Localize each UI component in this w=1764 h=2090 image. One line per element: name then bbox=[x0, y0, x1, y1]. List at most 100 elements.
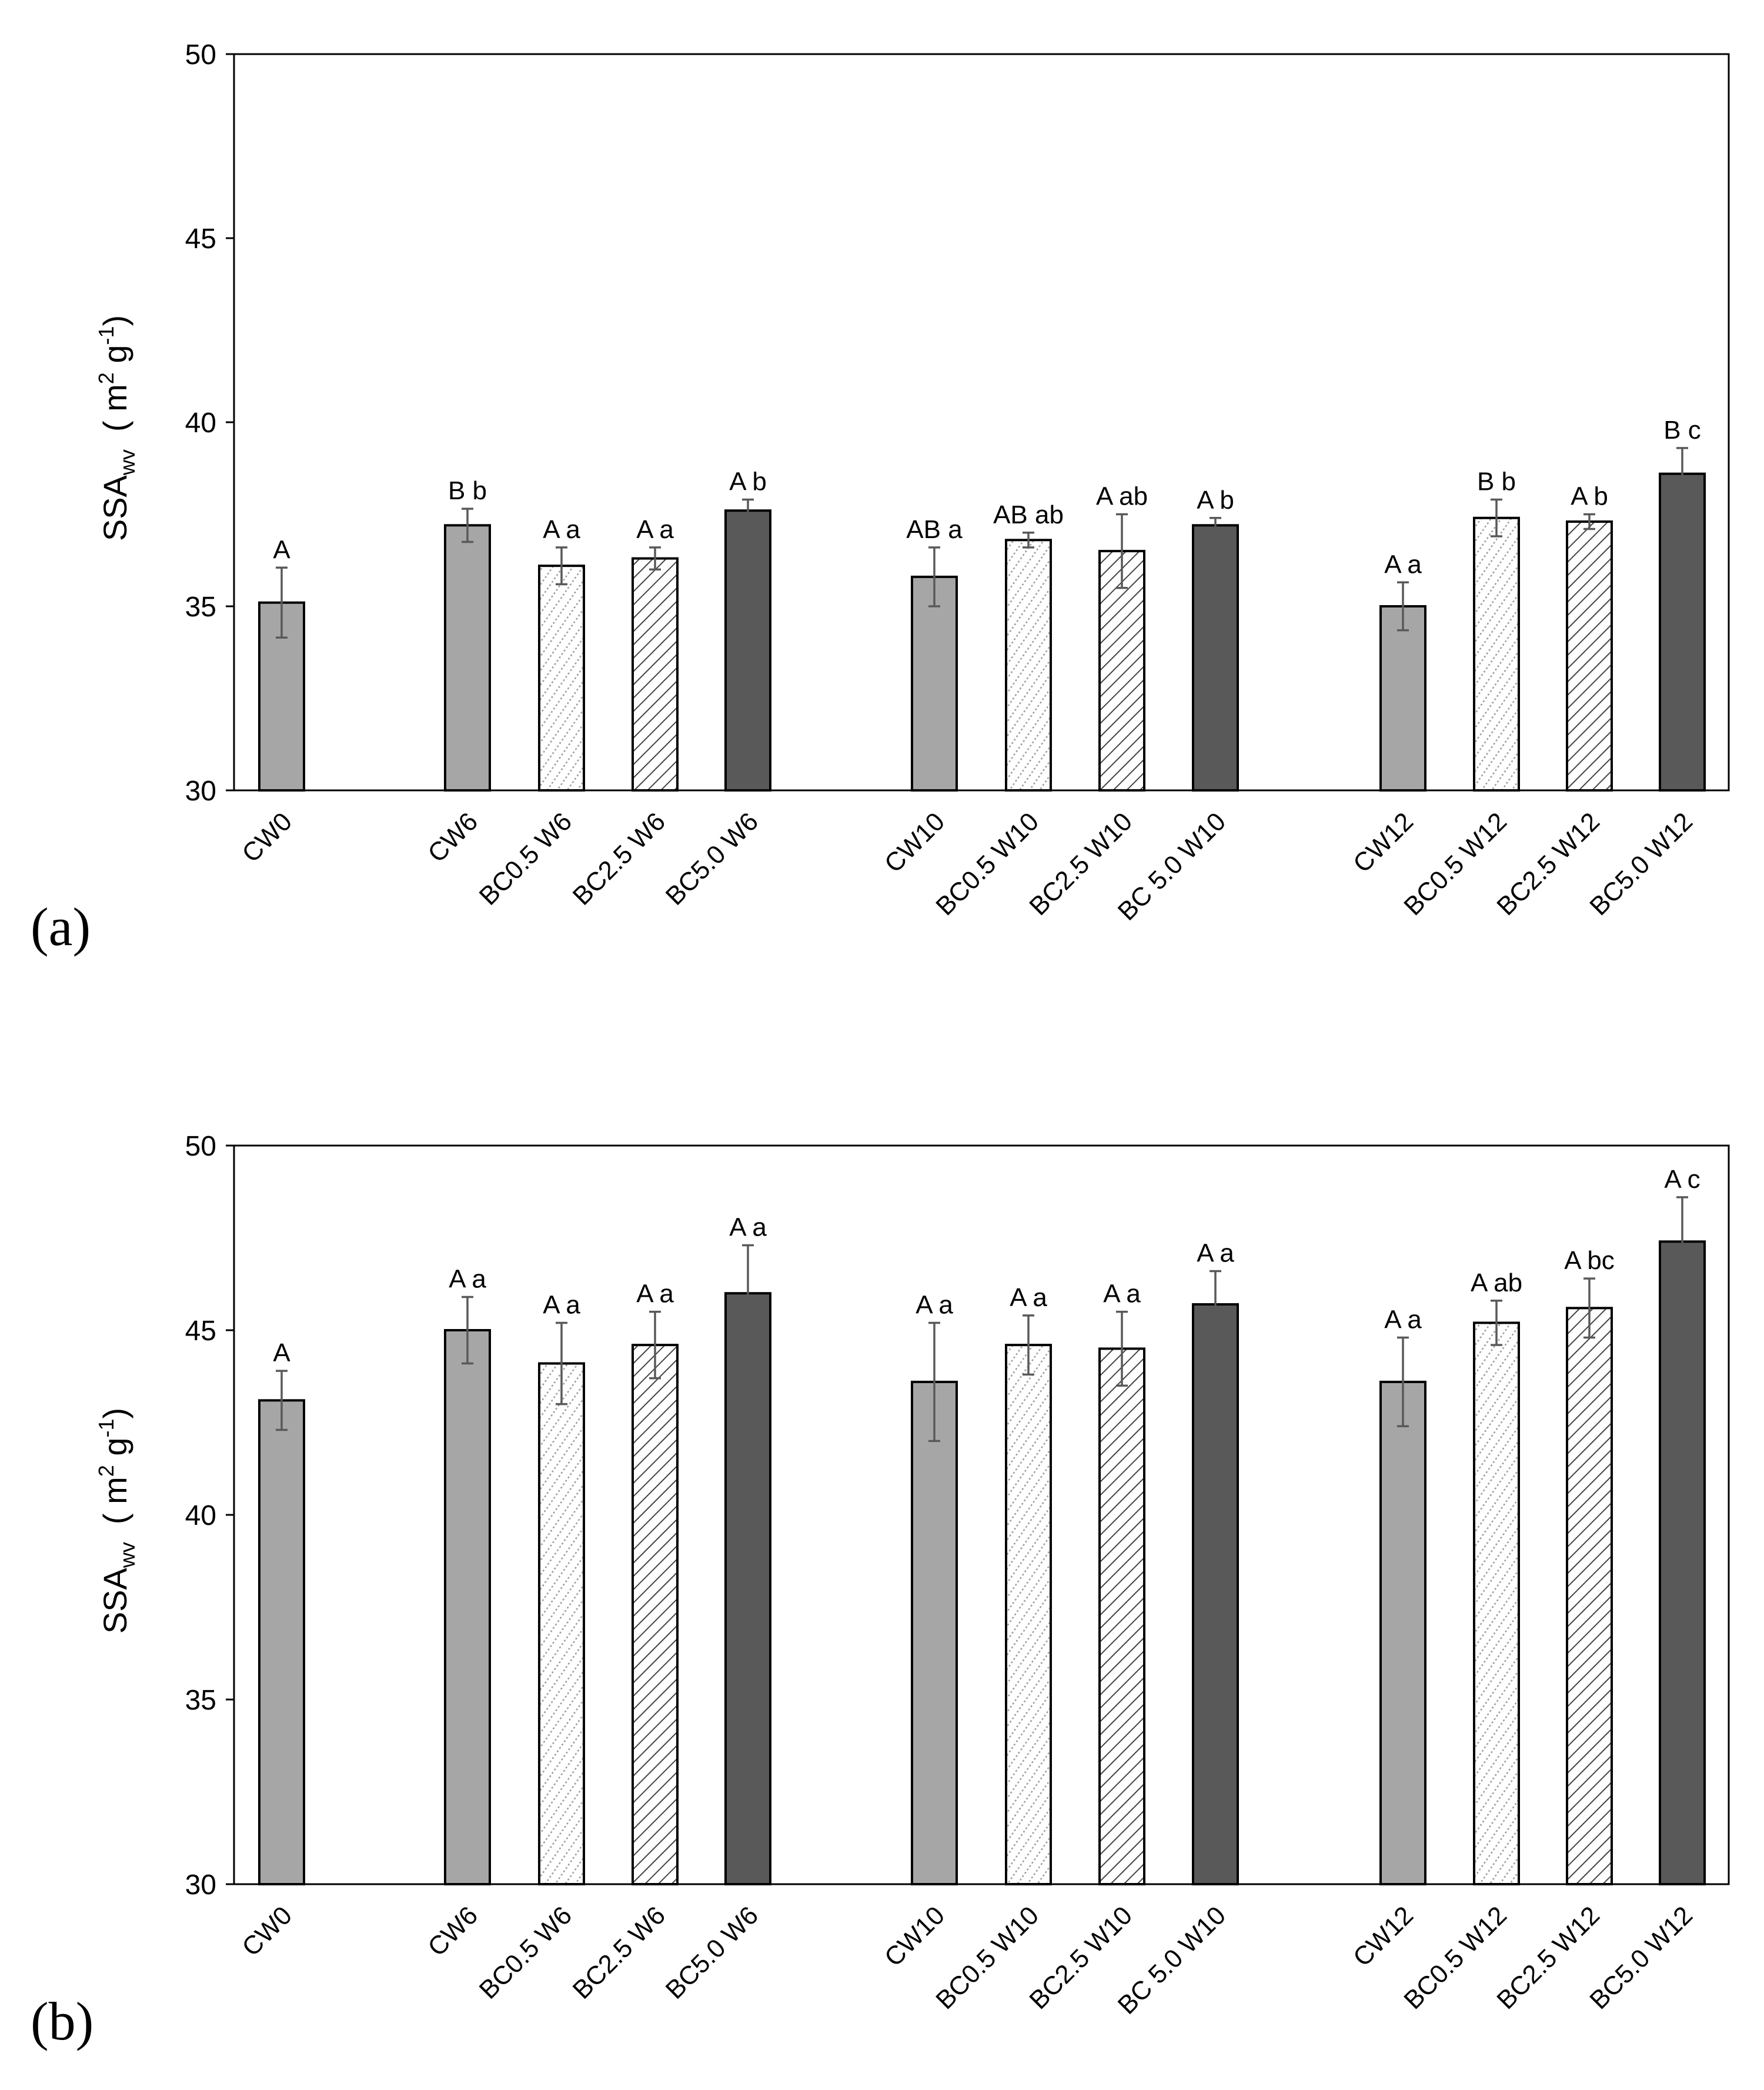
chart-a-ytick-label: 45 bbox=[185, 223, 216, 255]
chart-a-error-bar bbox=[742, 498, 754, 523]
chart-b-xtick-label: BC5.0 W6 bbox=[660, 1901, 764, 2004]
chart-b-ytick-label: 50 bbox=[185, 1131, 216, 1162]
chart-b-ytick-label: 35 bbox=[185, 1685, 216, 1716]
chart-a-letter-label: A b bbox=[1571, 482, 1608, 511]
chart-b-error-bar bbox=[556, 1321, 567, 1405]
chart-b-ytick-label: 45 bbox=[185, 1316, 216, 1347]
chart-a-error-bar bbox=[276, 566, 288, 639]
chart-b-xtick-label: CW12 bbox=[1348, 1901, 1419, 1972]
chart-b-letter-label: A a bbox=[1384, 1306, 1422, 1334]
chart-a-letter-label: A b bbox=[1197, 486, 1234, 515]
chart-b-xtick-label: CW0 bbox=[236, 1901, 298, 1962]
chart-b-error-bar bbox=[1583, 1277, 1595, 1339]
chart-b-error-bar bbox=[276, 1370, 288, 1431]
chart-a-error-bar bbox=[1583, 513, 1595, 530]
chart-a-bar bbox=[1192, 524, 1239, 792]
chart-a-ylabel: SSAwv( m2 g-1) bbox=[94, 315, 139, 541]
chart-b-bar bbox=[1379, 1380, 1426, 1885]
chart-a-letter-label: A ab bbox=[1096, 482, 1148, 511]
chart-a-ytick-label: 35 bbox=[185, 592, 216, 623]
chart-a-bar bbox=[632, 557, 679, 792]
chart-b-letter-label: A bbox=[273, 1338, 290, 1367]
chart-a-bar bbox=[1098, 550, 1145, 792]
chart-panel-a: 30 35 40 45 50 A CW0 B b CW6 A a BC0.5 W6 A a BC2.5 … bbox=[31, 39, 1730, 957]
chart-a-xtick-label: BC2.5 W6 bbox=[567, 807, 671, 910]
chart-a-bar bbox=[724, 509, 771, 792]
chart-a-error-bar bbox=[1023, 532, 1034, 549]
chart-b-letter-label: A c bbox=[1664, 1165, 1700, 1194]
chart-a-letter-label: A a bbox=[1384, 550, 1422, 579]
chart-b-letter-label: A a bbox=[729, 1213, 767, 1242]
chart-a-bar bbox=[911, 575, 958, 792]
chart-b-bar bbox=[911, 1380, 958, 1885]
chart-a-letter-label: A a bbox=[636, 515, 674, 544]
chart-a-letter-label: AB a bbox=[906, 515, 963, 544]
chart-b-letter-label: A a bbox=[636, 1280, 674, 1308]
chart-b-ytick-label: 40 bbox=[185, 1500, 216, 1531]
chart-a-xtick-label: CW12 bbox=[1348, 807, 1419, 878]
chart-a-bar bbox=[1566, 520, 1613, 792]
chart-a-letter-label: A bbox=[273, 535, 290, 564]
chart-b-error-bar bbox=[1397, 1336, 1409, 1428]
chart-panel-b: 30 35 40 45 50 A CW0 A a CW6 A a BC0.5 W6 A a BC2.5 … bbox=[31, 1131, 1730, 2051]
chart-a-bar bbox=[538, 565, 585, 792]
chart-b-ylabel: SSAwv( m2 g-1) bbox=[94, 1408, 139, 1634]
chart-b-bar bbox=[1473, 1321, 1520, 1885]
chart-a-xtick-label: BC0.5 W6 bbox=[474, 807, 577, 910]
chart-a-xtick-label: BC5.0 W6 bbox=[660, 807, 764, 910]
chart-a-letter-label: B c bbox=[1663, 416, 1701, 445]
chart-b-xtick-label: BC0.5 W6 bbox=[474, 1901, 577, 2004]
chart-a-ytick-label: 50 bbox=[185, 39, 216, 71]
chart-b-bar bbox=[258, 1399, 305, 1886]
chart-b-error-bar bbox=[742, 1244, 754, 1343]
chart-a-error-bar bbox=[649, 546, 661, 571]
chart-a-error-bar bbox=[462, 508, 473, 543]
chart-a-ytick-label: 30 bbox=[185, 776, 216, 807]
chart-b-error-bar bbox=[1676, 1196, 1688, 1287]
panel-label-a: (a) bbox=[31, 897, 91, 957]
chart-b-letter-label: A a bbox=[449, 1264, 486, 1293]
chart-a-plot: 30 35 40 45 50 A CW0 B b CW6 A a BC0.5 W6 A a BC2.5 … bbox=[94, 39, 1730, 926]
chart-a-bar bbox=[1473, 516, 1520, 792]
chart-a-ytick-label: 40 bbox=[185, 408, 216, 439]
chart-b-error-bar bbox=[1023, 1314, 1034, 1376]
chart-b-letter-label: A a bbox=[1010, 1283, 1047, 1312]
chart-a-error-bar bbox=[1397, 581, 1409, 632]
chart-b-bar bbox=[724, 1292, 771, 1885]
chart-b-xtick-label: BC2.5 W6 bbox=[567, 1901, 671, 2004]
chart-b-error-bar bbox=[462, 1296, 473, 1365]
chart-b-xtick-label: CW6 bbox=[422, 1901, 483, 1962]
chart-b-error-bar bbox=[928, 1321, 940, 1443]
chart-b-letter-label: A ab bbox=[1471, 1268, 1522, 1297]
chart-b-error-bar bbox=[1491, 1300, 1502, 1346]
chart-a-letter-label: B b bbox=[448, 476, 487, 505]
chart-a-letter-label: A a bbox=[543, 515, 580, 544]
chart-b-plot: 30 35 40 45 50 A CW0 A a CW6 A a BC0.5 W6 A a BC2.5 … bbox=[94, 1131, 1730, 2020]
chart-a-error-bar bbox=[1676, 447, 1688, 501]
chart-b-bar bbox=[1192, 1303, 1239, 1886]
chart-b-letter-label: A a bbox=[1197, 1239, 1234, 1268]
chart-b-bar bbox=[1005, 1344, 1052, 1886]
chart-a-error-bar bbox=[556, 546, 567, 586]
chart-b-bar bbox=[1659, 1240, 1706, 1885]
chart-a-bar bbox=[1005, 539, 1052, 792]
chart-b-bar bbox=[1566, 1307, 1613, 1886]
chart-a-letter-label: AB ab bbox=[993, 500, 1064, 529]
chart-b-error-bar bbox=[1116, 1310, 1128, 1387]
chart-a-bar bbox=[1659, 472, 1706, 792]
chart-b-letter-label: A a bbox=[543, 1290, 580, 1319]
chart-b-xtick-label: CW10 bbox=[879, 1901, 950, 1972]
chart-a-letter-label: B b bbox=[1477, 467, 1516, 496]
chart-b-letter-label: A a bbox=[916, 1290, 953, 1319]
chart-a-bar bbox=[444, 524, 491, 792]
chart-a-error-bar bbox=[1116, 513, 1128, 589]
chart-a-xtick-label: CW0 bbox=[236, 807, 298, 868]
chart-b-bar bbox=[632, 1344, 679, 1886]
chart-b-bar bbox=[1098, 1347, 1145, 1885]
chart-a-error-bar bbox=[1210, 517, 1221, 534]
chart-a-letter-label: A b bbox=[729, 467, 767, 496]
chart-b-letter-label: A bc bbox=[1564, 1246, 1615, 1275]
chart-a-bar bbox=[1379, 605, 1426, 792]
chart-a-error-bar bbox=[1491, 498, 1502, 537]
